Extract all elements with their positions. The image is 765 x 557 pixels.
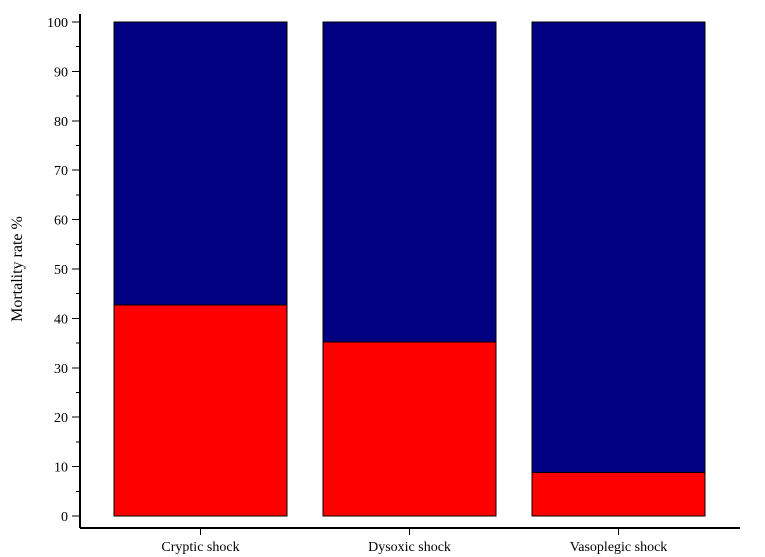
y-tick-label-20: 20 [54, 411, 68, 426]
bar-segment-navy-2 [322, 21, 497, 343]
y-tick-label-30: 30 [54, 362, 68, 377]
x-tick-label-3: Vasoplegic shock [570, 540, 668, 555]
y-tick-label-50: 50 [54, 263, 68, 278]
bar-segment-navy-3 [531, 21, 706, 474]
x-tick-label-2: Dysoxic shock [368, 540, 451, 555]
bar-segment-red-1 [113, 304, 288, 517]
bar-segment-red-3 [531, 472, 706, 517]
x-tick-label-1: Cryptic shock [161, 540, 239, 555]
y-tick-label-70: 70 [54, 164, 68, 179]
y-axis-label: Mortality rate % [9, 216, 26, 322]
y-tick-label-10: 10 [54, 461, 68, 476]
y-tick-label-0: 0 [61, 510, 68, 525]
y-tick-label-90: 90 [54, 65, 68, 80]
bar-segment-navy-1 [113, 21, 288, 306]
bars-layer [113, 21, 706, 517]
y-tick-label-60: 60 [54, 214, 68, 229]
bar-segment-red-2 [322, 341, 497, 517]
y-tick-label-40: 40 [54, 312, 68, 327]
y-tick-label-80: 80 [54, 115, 68, 130]
y-tick-label-100: 100 [47, 16, 68, 31]
y-axis: 0 10 20 30 40 50 60 70 80 90 100 [47, 14, 81, 528]
x-axis: Cryptic shock Dysoxic shock Vasoplegic sho… [80, 527, 740, 555]
